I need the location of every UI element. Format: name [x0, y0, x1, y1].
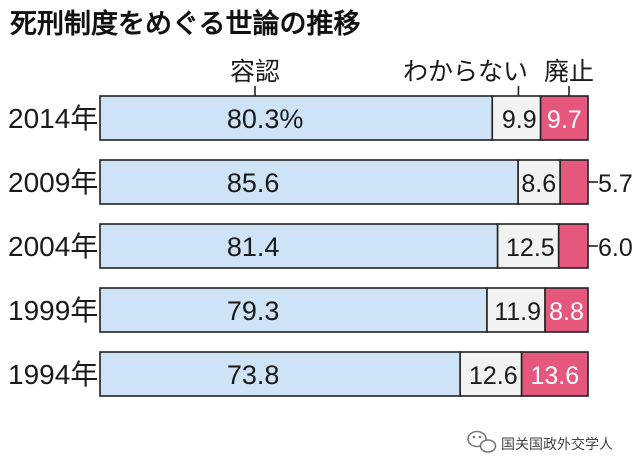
legend: 容認 わからない 廃止 [230, 57, 594, 96]
bar-segment [99, 351, 461, 397]
watermark: 国关国政外交学人 [467, 430, 613, 453]
legend-label: 廃止 [544, 57, 594, 86]
y-tick-label: 1999年 [8, 295, 98, 326]
bar-segment [99, 95, 494, 141]
data-label: 73.8 [227, 360, 280, 390]
data-label: 12.5 [506, 234, 555, 262]
y-tick-label: 1994年 [8, 359, 98, 390]
bar-segment [544, 287, 589, 333]
data-label: 80.3% [227, 104, 304, 134]
bars: 2014年 80.3% 9.9 9.7 2009年 85.6 8.6 5.7 2004年 81.4… [8, 95, 633, 397]
bar-row: 2014年 80.3% 9.9 9.7 [8, 95, 589, 141]
bar-segment [520, 351, 589, 397]
wechat-icon [467, 430, 497, 453]
bar-row: 2009年 85.6 8.6 5.7 [8, 159, 633, 205]
data-label: 6.0 [598, 234, 633, 262]
bar-segment [99, 287, 488, 333]
data-label: 5.7 [598, 170, 633, 198]
data-label: 11.9 [494, 298, 541, 326]
bar-row: 2004年 81.4 12.5 6.0 [8, 223, 633, 269]
data-label: 8.6 [521, 170, 556, 198]
data-label: 12.6 [469, 362, 518, 390]
legend-label: 容認 [230, 57, 280, 86]
bar-segment [557, 223, 589, 269]
bar-segment [517, 159, 561, 205]
y-tick-label: 2004年 [8, 231, 98, 262]
chart-title: 死刑制度をめぐる世論の推移 [10, 8, 360, 40]
data-label: 13.6 [530, 362, 579, 390]
bar-segment [99, 159, 519, 205]
bar-row: 1994年 73.8 12.6 13.6 [8, 351, 589, 397]
y-tick-label: 2014年 [8, 103, 98, 134]
y-tick-label: 2009年 [8, 167, 98, 198]
data-label: 79.3 [227, 296, 280, 326]
bar-segment [491, 95, 542, 141]
data-label: 9.9 [502, 106, 537, 134]
data-label: 85.6 [227, 168, 280, 198]
data-label: 9.7 [547, 106, 582, 134]
bar-segment [539, 95, 589, 141]
bar-segment [99, 223, 499, 269]
legend-label: わからない [403, 57, 528, 86]
data-label: 81.4 [227, 232, 280, 262]
watermark-text: 国关国政外交学人 [501, 436, 613, 453]
data-label: 8.8 [549, 298, 584, 326]
bar-row: 1999年 79.3 11.9 8.8 [8, 287, 589, 333]
bar-segment [559, 159, 589, 205]
